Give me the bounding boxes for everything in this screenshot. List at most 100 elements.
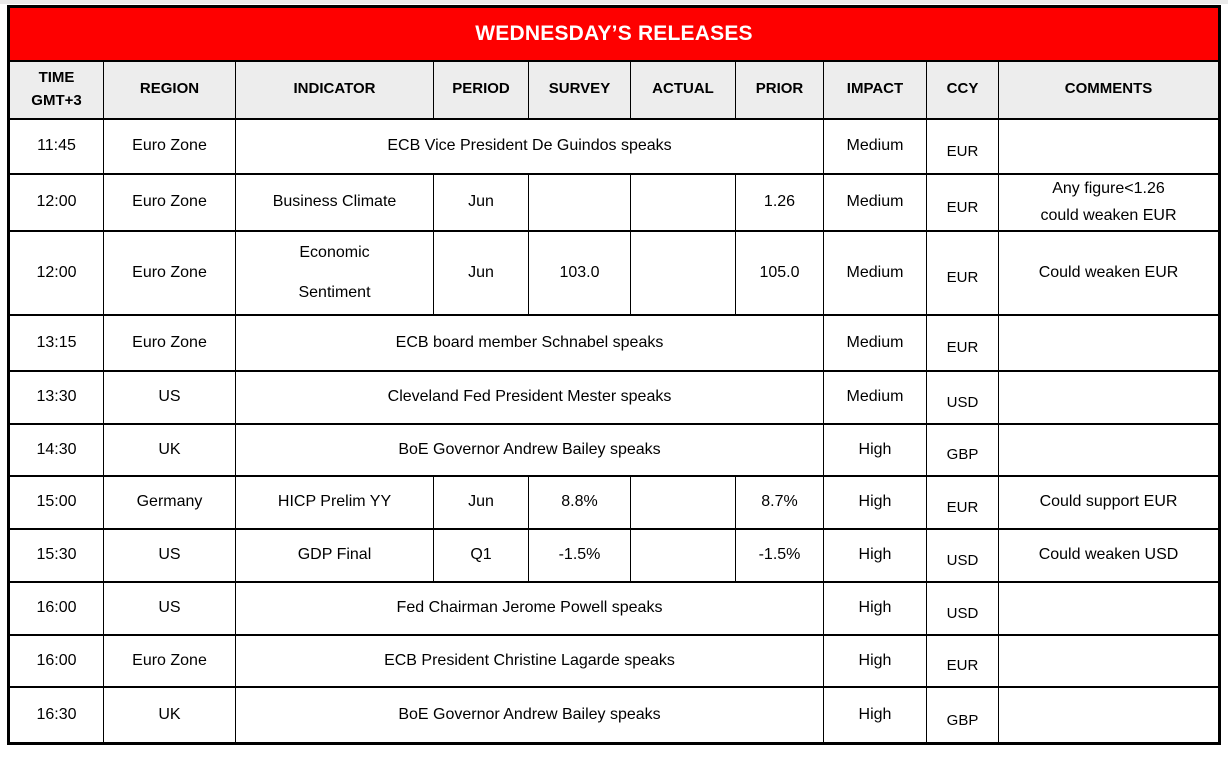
cell-ccy: EUR bbox=[926, 117, 999, 175]
cell-time: 16:00 bbox=[8, 580, 104, 636]
cell-region: Euro Zone bbox=[103, 229, 236, 316]
cell-comments bbox=[997, 369, 1221, 425]
cell-comments: Could support EUR bbox=[997, 474, 1221, 530]
cell-impact: High bbox=[823, 685, 927, 745]
cell-region: Euro Zone bbox=[103, 633, 236, 688]
cell-comments bbox=[997, 117, 1221, 175]
cell-time: 12:00 bbox=[8, 172, 104, 232]
cell-impact: High bbox=[823, 580, 927, 636]
cell-comments: Any figure<1.26 could weaken EUR bbox=[997, 172, 1221, 232]
cell-ccy: GBP bbox=[926, 422, 999, 477]
cell-event: BoE Governor Andrew Bailey speaks bbox=[235, 685, 824, 745]
cell-time: 15:00 bbox=[8, 474, 104, 530]
table-row: 13:15 Euro Zone ECB board member Schnabe… bbox=[8, 313, 1221, 372]
cell-impact: Medium bbox=[823, 313, 927, 372]
title-banner-row: WEDNESDAY’S RELEASES bbox=[7, 5, 1221, 62]
header-cell-actual: ACTUAL bbox=[630, 59, 736, 120]
cell-impact: Medium bbox=[823, 117, 927, 175]
header-cell-region: REGION bbox=[103, 59, 236, 120]
cell-impact: Medium bbox=[823, 172, 927, 232]
cell-indicator: Economic Sentiment bbox=[235, 229, 434, 316]
cell-indicator: HICP Prelim YY bbox=[235, 474, 434, 530]
table-row: 16:00 Euro Zone ECB President Christine … bbox=[8, 633, 1221, 688]
cell-period: Jun bbox=[433, 172, 529, 232]
cell-prior: -1.5% bbox=[735, 527, 824, 583]
cell-ccy: EUR bbox=[926, 474, 999, 530]
cell-region: Euro Zone bbox=[103, 172, 236, 232]
cell-region: Germany bbox=[103, 474, 236, 530]
cell-impact: High bbox=[823, 474, 927, 530]
cell-region: US bbox=[103, 369, 236, 425]
cell-survey: -1.5% bbox=[528, 527, 631, 583]
cell-indicator: GDP Final bbox=[235, 527, 434, 583]
cell-event: BoE Governor Andrew Bailey speaks bbox=[235, 422, 824, 477]
cell-ccy: EUR bbox=[926, 229, 999, 316]
column-header-row: TIME GMT+3 REGION INDICATOR PERIOD SURVE… bbox=[8, 59, 1221, 120]
table-row: 13:30 US Cleveland Fed President Mester … bbox=[8, 369, 1221, 425]
cell-comments bbox=[997, 422, 1221, 477]
table-row: 14:30 UK BoE Governor Andrew Bailey spea… bbox=[8, 422, 1221, 477]
cell-period: Q1 bbox=[433, 527, 529, 583]
cell-impact: Medium bbox=[823, 229, 927, 316]
table-row: 15:30 US GDP Final Q1 -1.5% -1.5% High U… bbox=[8, 527, 1221, 583]
header-cell-period: PERIOD bbox=[433, 59, 529, 120]
cell-actual bbox=[630, 229, 736, 316]
header-cell-comments: COMMENTS bbox=[997, 59, 1221, 120]
window-edge-strip bbox=[0, 0, 1228, 4]
cell-time: 16:00 bbox=[8, 633, 104, 688]
cell-impact: High bbox=[823, 422, 927, 477]
cell-impact: High bbox=[823, 633, 927, 688]
cell-actual bbox=[630, 527, 736, 583]
header-cell-ccy: CCY bbox=[926, 59, 999, 120]
cell-comments: Could weaken EUR bbox=[997, 229, 1221, 316]
cell-event: Cleveland Fed President Mester speaks bbox=[235, 369, 824, 425]
cell-period: Jun bbox=[433, 474, 529, 530]
cell-time: 15:30 bbox=[8, 527, 104, 583]
cell-ccy: EUR bbox=[926, 172, 999, 232]
releases-calendar: WEDNESDAY’S RELEASES TIME GMT+3 REGION I… bbox=[7, 5, 1222, 745]
cell-region: Euro Zone bbox=[103, 117, 236, 175]
header-cell-indicator: INDICATOR bbox=[235, 59, 434, 120]
cell-comments bbox=[997, 633, 1221, 688]
cell-survey: 103.0 bbox=[528, 229, 631, 316]
cell-region: UK bbox=[103, 422, 236, 477]
cell-region: Euro Zone bbox=[103, 313, 236, 372]
cell-comments bbox=[997, 580, 1221, 636]
cell-comments bbox=[997, 313, 1221, 372]
header-cell-impact: IMPACT bbox=[823, 59, 927, 120]
header-cell-survey: SURVEY bbox=[528, 59, 631, 120]
table-row: 15:00 Germany HICP Prelim YY Jun 8.8% 8.… bbox=[8, 474, 1221, 530]
cell-region: US bbox=[103, 580, 236, 636]
cell-ccy: USD bbox=[926, 580, 999, 636]
header-cell-prior: PRIOR bbox=[735, 59, 824, 120]
cell-indicator: Business Climate bbox=[235, 172, 434, 232]
cell-region: US bbox=[103, 527, 236, 583]
cell-event: ECB Vice President De Guindos speaks bbox=[235, 117, 824, 175]
cell-time: 11:45 bbox=[8, 117, 104, 175]
cell-period: Jun bbox=[433, 229, 529, 316]
cell-prior: 105.0 bbox=[735, 229, 824, 316]
cell-ccy: USD bbox=[926, 369, 999, 425]
cell-ccy: EUR bbox=[926, 633, 999, 688]
cell-event: ECB President Christine Lagarde speaks bbox=[235, 633, 824, 688]
cell-time: 13:30 bbox=[8, 369, 104, 425]
cell-ccy: GBP bbox=[926, 685, 999, 745]
cell-comments: Could weaken USD bbox=[997, 527, 1221, 583]
table-row: 12:00 Euro Zone Economic Sentiment Jun 1… bbox=[8, 229, 1221, 316]
cell-time: 13:15 bbox=[8, 313, 104, 372]
cell-actual bbox=[630, 172, 736, 232]
cell-ccy: EUR bbox=[926, 313, 999, 372]
cell-actual bbox=[630, 474, 736, 530]
header-cell-time: TIME GMT+3 bbox=[8, 59, 104, 120]
cell-comments bbox=[997, 685, 1221, 745]
table-row: 16:30 UK BoE Governor Andrew Bailey spea… bbox=[8, 685, 1221, 745]
cell-survey bbox=[528, 172, 631, 232]
page-title: WEDNESDAY’S RELEASES bbox=[7, 5, 1221, 62]
cell-prior: 8.7% bbox=[735, 474, 824, 530]
table-row: 16:00 US Fed Chairman Jerome Powell spea… bbox=[8, 580, 1221, 636]
cell-impact: Medium bbox=[823, 369, 927, 425]
cell-time: 12:00 bbox=[8, 229, 104, 316]
releases-table: WEDNESDAY’S RELEASES TIME GMT+3 REGION I… bbox=[7, 5, 1222, 745]
table-row: 12:00 Euro Zone Business Climate Jun 1.2… bbox=[8, 172, 1221, 232]
cell-ccy: USD bbox=[926, 527, 999, 583]
